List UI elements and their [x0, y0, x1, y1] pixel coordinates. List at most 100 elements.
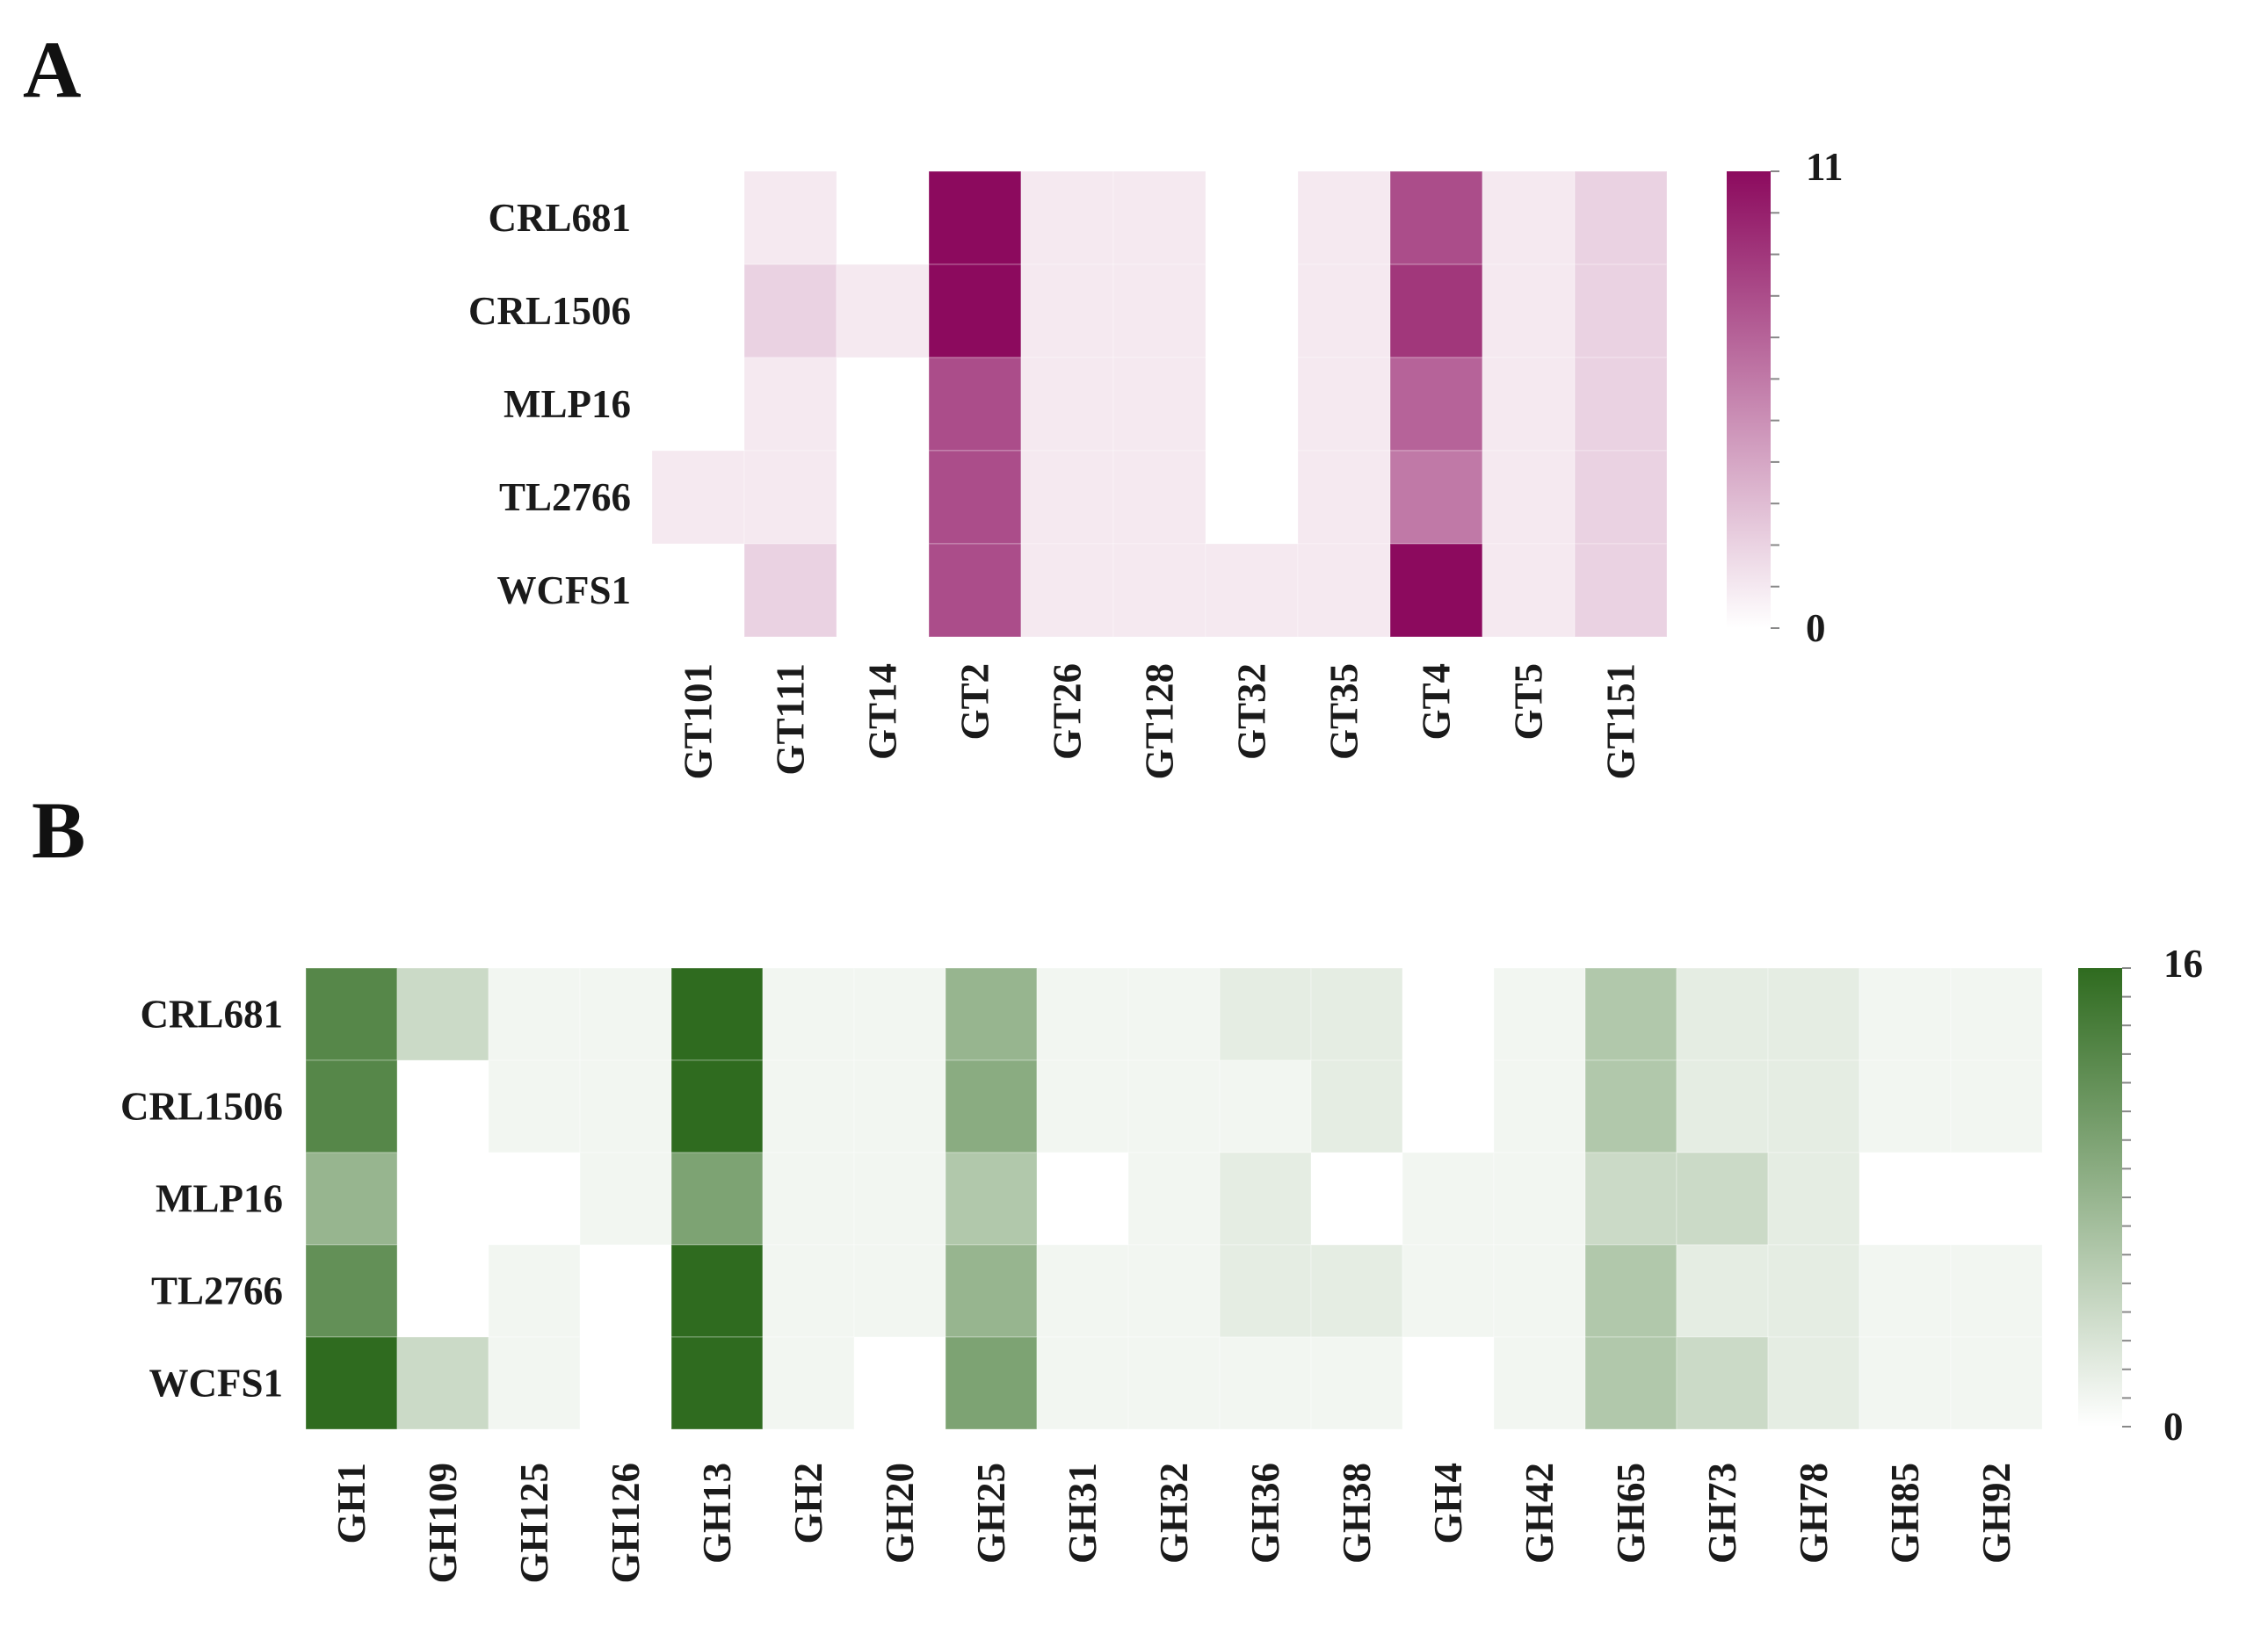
heatmap-b-row-label: WCFS1 — [149, 1362, 283, 1406]
heatmap-b-cell-crl1506-gh25 — [945, 1059, 1038, 1153]
heatmap-b-cell-crl1506-gh13 — [670, 1059, 764, 1153]
heatmap-b-cell-crl681-gh92 — [1950, 967, 2043, 1061]
heatmap-b-column-label: GH85 — [1883, 1463, 1927, 1564]
heatmap-b-column-label: GH42 — [1518, 1463, 1562, 1564]
heatmap-a-row-label: MLP16 — [504, 382, 631, 426]
heatmap-a-colorbar-min-label: 0 — [1806, 606, 1826, 650]
heatmap-b-column-label: GH38 — [1335, 1463, 1379, 1564]
heatmap-b-cell-crl681-gh42 — [1493, 967, 1586, 1061]
heatmap-b-cell-crl1506-gh73 — [1676, 1059, 1769, 1153]
heatmap-a-cell-mlp16-gt4 — [1389, 357, 1483, 452]
heatmap-a-cell-crl1506-gt26 — [1020, 264, 1114, 358]
heatmap-b-cell-tl2766-gh2 — [762, 1244, 855, 1338]
heatmap-b-cell-crl1506-gh78 — [1767, 1059, 1860, 1153]
heatmap-a-cell-tl2766-gt2 — [928, 450, 1022, 545]
heatmap-b-cell-mlp16-gh36 — [1219, 1152, 1312, 1246]
heatmap-b-cell-tl2766-gh4 — [1402, 1244, 1495, 1338]
heatmap-b-cell-crl681-gh78 — [1767, 967, 1860, 1061]
heatmap-b-cell-mlp16-gh109 — [397, 1153, 489, 1245]
heatmap-a-cell-mlp16-gt2 — [928, 357, 1022, 452]
heatmap-a-cell-crl681-gt32 — [1206, 171, 1298, 264]
heatmap-a-cell-wcfs1-gt111 — [743, 543, 837, 638]
heatmap-b-column-label: GH31 — [1061, 1463, 1105, 1564]
heatmap-a-cell-wcfs1-gt128 — [1112, 543, 1206, 638]
heatmap-b-column-label: GH126 — [604, 1463, 648, 1584]
heatmap-b-cell-mlp16-gh1 — [305, 1152, 398, 1246]
heatmap-a-cell-crl681-gt128 — [1112, 170, 1206, 265]
heatmap-a-colorbar-max-label: 11 — [1806, 145, 1844, 189]
heatmap-b-cell-crl1506-gh38 — [1310, 1059, 1403, 1153]
heatmap-a-cell-crl1506-gt5 — [1482, 264, 1576, 358]
heatmap-a-row-label: CRL1506 — [468, 289, 631, 333]
heatmap-a-cell-mlp16-gt14 — [837, 358, 929, 451]
heatmap-a-cell-crl1506-gt111 — [743, 264, 837, 358]
heatmap-b-cell-mlp16-gh31 — [1037, 1153, 1128, 1245]
heatmap-b-column-label: GH73 — [1700, 1463, 1744, 1564]
heatmap-b-cell-crl681-gh38 — [1310, 967, 1403, 1061]
heatmap-b-cell-tl2766-gh78 — [1767, 1244, 1860, 1338]
heatmap-b-cell-tl2766-gh31 — [1036, 1244, 1129, 1338]
heatmap-a-column-label: GT128 — [1138, 663, 1182, 780]
heatmap-b-cell-crl681-gh36 — [1219, 967, 1312, 1061]
heatmap-b-colorbar-max-label: 16 — [2163, 942, 2203, 986]
heatmap-a-cell-wcfs1-gt2 — [928, 543, 1022, 638]
heatmap-b-cell-crl1506-gh126 — [579, 1059, 672, 1153]
heatmap-a-cell-crl681-gt4 — [1389, 170, 1483, 265]
heatmap-b-column-label: GH125 — [512, 1463, 556, 1584]
heatmap-a-cell-crl681-gt35 — [1297, 170, 1391, 265]
heatmap-a-column-label: GT111 — [769, 663, 813, 776]
heatmap-b-cell-tl2766-gh109 — [397, 1245, 489, 1337]
heatmap-b-cell-mlp16-gh65 — [1584, 1152, 1677, 1246]
heatmap-a-cell-crl1506-gt35 — [1297, 264, 1391, 358]
heatmap-a-column-label: GT32 — [1230, 663, 1274, 760]
heatmap-b-cell-tl2766-gh20 — [853, 1244, 946, 1338]
heatmap-b-cell-mlp16-gh38 — [1311, 1153, 1402, 1245]
heatmap-b-cell-tl2766-gh126 — [580, 1245, 671, 1337]
heatmap-a-cell-crl1506-gt151 — [1574, 264, 1668, 358]
heatmap-b-cell-tl2766-gh38 — [1310, 1244, 1403, 1338]
heatmap-a: CRL681 CRL1506 MLP16 TL2766 WCFS1 GT101 GT111 G… — [468, 145, 1844, 780]
heatmap-b-cell-crl681-gh25 — [945, 967, 1038, 1061]
heatmap-a-cell-crl1506-gt101 — [652, 264, 744, 358]
heatmap-a-cell-crl681-gt101 — [652, 171, 744, 264]
heatmap-b-cell-crl681-gh126 — [579, 967, 672, 1061]
heatmap-a-cell-tl2766-gt32 — [1206, 451, 1298, 544]
heatmap-a-cell-wcfs1-gt151 — [1574, 543, 1668, 638]
heatmap-b-column-label: GH78 — [1792, 1463, 1836, 1564]
heatmap-b-colorbar — [2078, 968, 2122, 1427]
heatmap-a-column-label: GT14 — [861, 663, 905, 760]
heatmap-b-cell-wcfs1-gh32 — [1127, 1336, 1221, 1430]
heatmap-a-cell-tl2766-gt26 — [1020, 450, 1114, 545]
heatmap-b-cell-wcfs1-gh36 — [1219, 1336, 1312, 1430]
heatmap-a-column-label: GT35 — [1322, 663, 1366, 760]
heatmap-a-cell-tl2766-gt35 — [1297, 450, 1391, 545]
heatmap-a-cell-tl2766-gt4 — [1389, 450, 1483, 545]
heatmap-b-cell-crl1506-gh4 — [1402, 1060, 1494, 1153]
heatmap-a-cell-crl1506-gt32 — [1206, 264, 1298, 358]
heatmap-b-cell-mlp16-gh2 — [762, 1152, 855, 1246]
heatmap-a-cell-crl1506-gt14 — [836, 264, 930, 358]
heatmap-b-cell-crl681-gh125 — [488, 967, 581, 1061]
heatmap-b-cell-crl681-gh20 — [853, 967, 946, 1061]
heatmap-a-column-label: GT101 — [677, 663, 721, 780]
heatmap-b-cell-mlp16-gh25 — [945, 1152, 1038, 1246]
heatmap-b-cell-wcfs1-gh2 — [762, 1336, 855, 1430]
heatmap-b-row-label: CRL1506 — [120, 1085, 283, 1129]
heatmap-b-cell-crl1506-gh125 — [488, 1059, 581, 1153]
heatmap-b-column-label: GH4 — [1426, 1463, 1470, 1544]
heatmap-b-cell-crl1506-gh2 — [762, 1059, 855, 1153]
heatmap-b-cell-mlp16-gh92 — [1951, 1153, 2042, 1245]
heatmap-b-cell-wcfs1-gh42 — [1493, 1336, 1586, 1430]
heatmap-b-cell-wcfs1-gh73 — [1676, 1336, 1769, 1430]
heatmap-b-cell-mlp16-gh125 — [489, 1153, 580, 1245]
heatmap-b-column-label: GH25 — [969, 1463, 1013, 1564]
heatmap-b-row-label: MLP16 — [156, 1177, 283, 1221]
heatmap-b-column-label: GH20 — [878, 1463, 922, 1564]
heatmap-a-cell-tl2766-gt111 — [743, 450, 837, 545]
heatmap-b-cell-tl2766-gh92 — [1950, 1244, 2043, 1338]
heatmap-b-cell-tl2766-gh1 — [305, 1244, 398, 1338]
heatmap-a-cell-wcfs1-gt14 — [837, 544, 929, 637]
heatmap-a-column-label: GT4 — [1415, 663, 1459, 741]
heatmap-b-cell-tl2766-gh65 — [1584, 1244, 1677, 1338]
